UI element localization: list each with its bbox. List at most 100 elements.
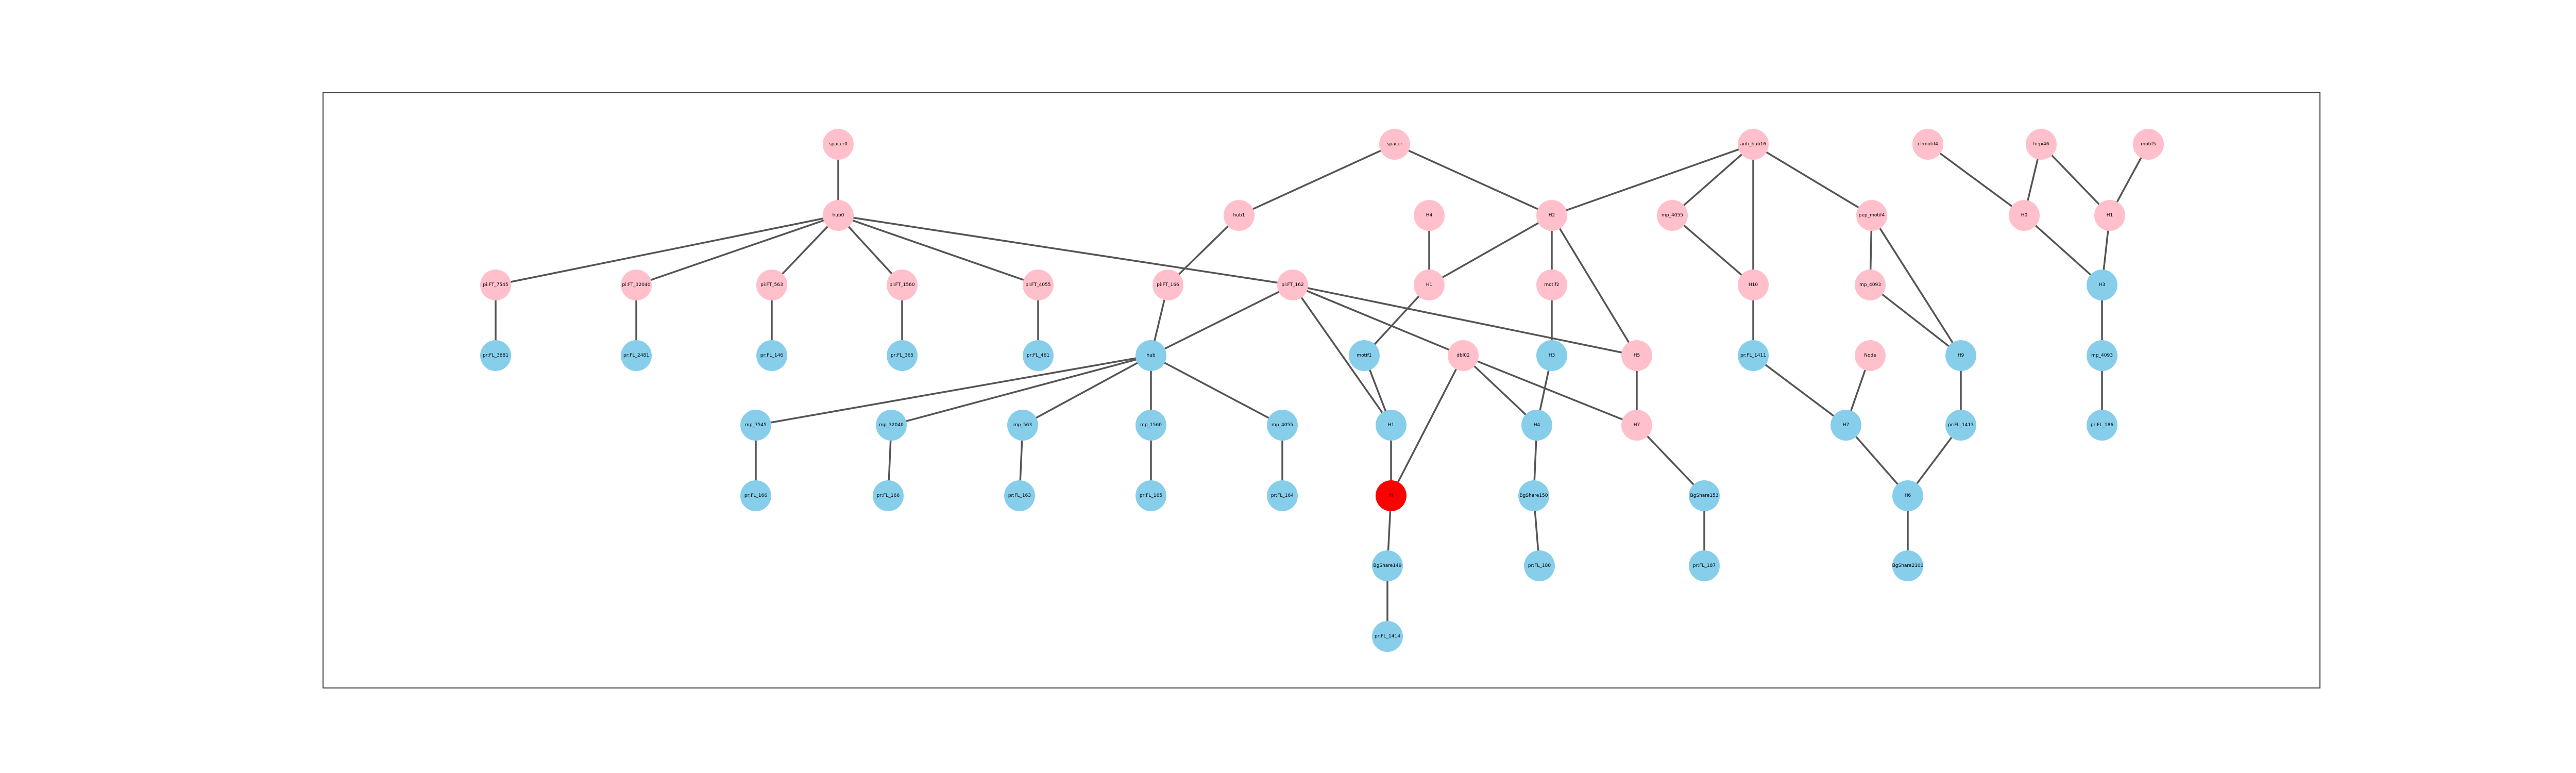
node-circle [1945, 410, 1976, 441]
node-label: pr:FL_164 [1271, 493, 1294, 498]
graph-node: pr:FL_1413 [1945, 410, 1976, 441]
graph-node: mp_4055 [1657, 200, 1688, 231]
edge [838, 214, 1039, 286]
edge [636, 214, 839, 286]
edge [755, 355, 1151, 426]
node-label: H5 [1634, 353, 1640, 358]
node-label: cl:motif4 [1918, 142, 1938, 147]
edge [771, 214, 839, 286]
edge [1845, 424, 1909, 497]
node-label: mp_4093 [1859, 282, 1881, 288]
node-label: pr:FL_166 [744, 493, 767, 498]
node-label: pi:FT_7545 [483, 282, 508, 288]
edge [1463, 355, 1637, 426]
graph-node: pi:FT_563 [756, 270, 787, 300]
graph-node: BgShare149 [1372, 550, 1403, 581]
node-label: pi:FT_563 [760, 282, 783, 288]
node-circle [2087, 270, 2117, 300]
node-layer: spacer0 hub0 pi:FT_7545 pi:FT_32040 pi:FT_56… [480, 129, 2164, 652]
node-circle [1945, 340, 1976, 371]
node-label: H1 [2107, 213, 2113, 218]
node-circle [1621, 340, 1652, 371]
node-circle [1023, 340, 1054, 371]
edge [1167, 214, 1240, 286]
graph-node: motif5 [2133, 129, 2164, 160]
node-label: pr:FL_165 [1140, 493, 1162, 498]
edge-layer [495, 143, 2149, 636]
edge [1462, 355, 1538, 426]
graph-node: motif1 [1349, 340, 1380, 371]
node-label: pr:FL_163 [1008, 493, 1031, 498]
edge [1551, 215, 1638, 356]
graph-node: hub1 [1224, 200, 1255, 231]
node-label: pr:FL_1413 [1948, 423, 1974, 428]
graph-node: hi:pi46 [2026, 129, 2057, 160]
node-circle [1892, 480, 1923, 511]
node-label: pi:FT_1560 [889, 282, 914, 288]
node-label: dbl02 [1456, 353, 1469, 358]
node-circle [823, 129, 854, 160]
node-circle [1536, 270, 1567, 300]
graph-node: H4 [1414, 200, 1445, 231]
node-label: BgShare2100 [1892, 563, 1924, 568]
edge [838, 214, 1293, 286]
graph-node: BgShare153 [1689, 480, 1720, 511]
graph-node: pi:FT_32040 [621, 270, 652, 300]
node-label: pr:FL_3881 [483, 353, 509, 358]
edge [1292, 284, 1392, 426]
edge [2040, 143, 2111, 216]
node-circle [1153, 270, 1183, 300]
node-label: spacer [1387, 142, 1402, 147]
graph-node: mp_4093 [1855, 270, 1886, 300]
edge [1292, 284, 1464, 357]
graph-node: pr:FL_165 [1136, 480, 1166, 511]
graph-node: pr:FL_1411 [1738, 340, 1769, 371]
node-circle [1448, 340, 1479, 371]
node-label: hub [1146, 353, 1155, 358]
edge [1636, 424, 1705, 497]
node-circle [2087, 340, 2117, 371]
node-circle [1831, 410, 1861, 441]
node-label: pr:FL_365 [891, 353, 913, 358]
edge [1752, 355, 1847, 426]
node-label: H7 [1634, 423, 1640, 428]
graph-node: H4 [1521, 410, 1552, 441]
graph-node: pr:FL_461 [1023, 340, 1054, 371]
edge [1551, 143, 1754, 216]
node-circle [1521, 410, 1552, 441]
graph-node: H3 [2087, 270, 2117, 300]
node-label: motif5 [2141, 142, 2156, 147]
graph-node: pr:FL_163 [1004, 480, 1035, 511]
graph-node: H7 [1621, 410, 1652, 441]
edge [495, 214, 839, 286]
node-circle [1379, 129, 1410, 160]
edge [1869, 284, 1962, 357]
node-circle [1372, 621, 1403, 652]
node-label: pr:FL_146 [760, 353, 783, 358]
node-label: hub1 [1233, 213, 1245, 218]
graph-node: pr:FL_166 [740, 480, 771, 511]
node-circle [1621, 410, 1652, 441]
graph-node: pr:FL_187 [1689, 550, 1720, 581]
node-label: H6 [1905, 493, 1911, 498]
node-label: pi:FT_32040 [622, 282, 651, 288]
edge [1239, 143, 1395, 216]
node-label: H3 [1549, 353, 1555, 358]
graph-node: cl:motif4 [1912, 129, 1943, 160]
node-circle [1657, 200, 1688, 231]
graph-node: pi:FT_166 [1153, 270, 1183, 300]
node-circle [1267, 480, 1298, 511]
graph-node: pep_motif4 [1856, 200, 1887, 231]
node-circle [1267, 410, 1298, 441]
node-label: mp_1560 [1140, 423, 1162, 428]
plot-frame [323, 92, 2320, 688]
node-circle [1376, 480, 1406, 511]
node-label: pr:FL_461 [1027, 353, 1049, 358]
node-circle [1855, 270, 1886, 300]
node-label: anti_hub16 [1740, 142, 1767, 147]
node-circle [1738, 340, 1769, 371]
node-label: H3 [2099, 282, 2106, 288]
node-label: H10 [1749, 282, 1758, 288]
node-label: pi:FT_4055 [1025, 282, 1050, 288]
node-label: H4 [1534, 423, 1540, 428]
